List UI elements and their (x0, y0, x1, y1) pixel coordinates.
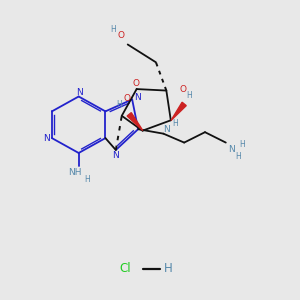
Text: N: N (43, 134, 50, 142)
Text: N: N (228, 145, 235, 154)
Text: H: H (116, 100, 122, 109)
Text: O: O (132, 79, 139, 88)
Text: Cl: Cl (119, 262, 130, 275)
Text: H: H (239, 140, 245, 148)
Text: H: H (172, 119, 178, 128)
Polygon shape (127, 112, 143, 130)
Text: H: H (164, 262, 172, 275)
Text: O: O (123, 94, 130, 103)
Text: H: H (236, 152, 241, 161)
Text: H: H (111, 25, 116, 34)
Text: O: O (118, 31, 125, 40)
Text: N: N (112, 151, 119, 160)
Text: N: N (163, 125, 170, 134)
Text: H: H (84, 175, 90, 184)
Text: NH: NH (68, 168, 82, 177)
Text: N: N (134, 93, 141, 102)
Polygon shape (171, 102, 186, 120)
Text: H: H (187, 91, 192, 100)
Text: O: O (179, 85, 186, 94)
Text: N: N (76, 88, 83, 98)
